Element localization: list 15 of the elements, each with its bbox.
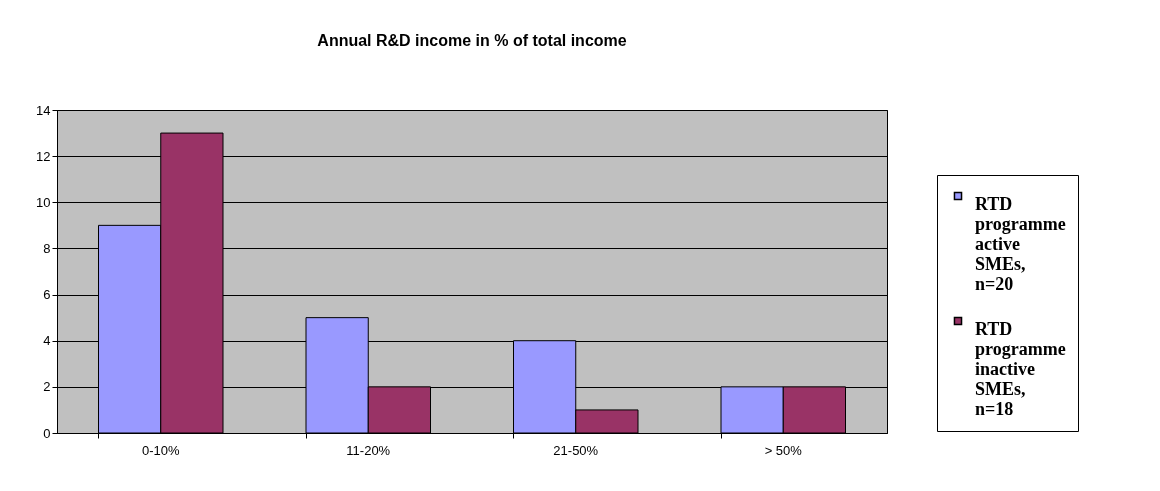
- y-tick-label: 14: [36, 102, 51, 118]
- y-tick-label: 0: [43, 425, 51, 441]
- y-tick-label: 6: [43, 287, 51, 303]
- legend-label: RTD programme active SMEs, n=20: [975, 194, 1066, 294]
- x-tick-label: > 50%: [764, 442, 803, 458]
- x-tick-label: 0-10%: [141, 442, 180, 458]
- y-tick-label: 8: [43, 240, 51, 256]
- legend-label: RTD programme inactive SMEs, n=18: [975, 319, 1066, 419]
- chart-title: Annual R&D income in % of total income: [317, 32, 627, 49]
- y-tick-label: 10: [36, 194, 51, 210]
- y-tick-label: 4: [43, 333, 51, 349]
- y-tick-label: 2: [43, 379, 51, 395]
- y-tick-label: 12: [36, 148, 51, 164]
- x-tick-label: 11-20%: [346, 442, 391, 458]
- x-tick-label: 21-50%: [553, 442, 599, 458]
